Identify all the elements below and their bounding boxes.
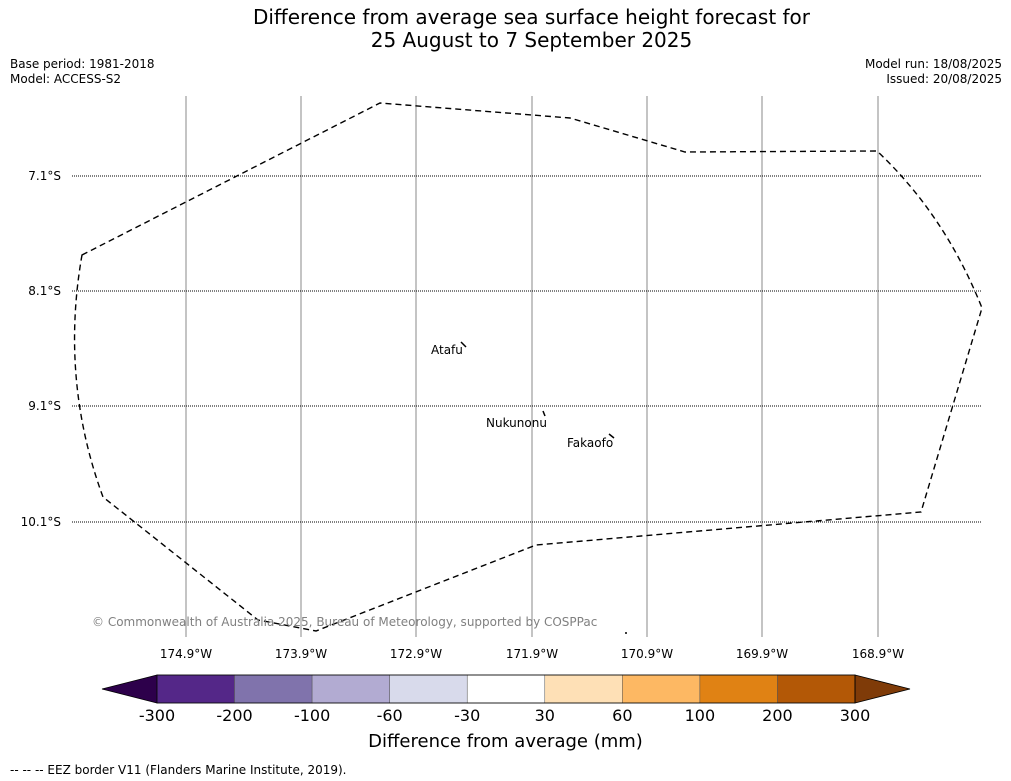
- lon-label-168-9: 168.9°W: [851, 647, 905, 661]
- colorbar-tick-label: 30: [534, 706, 555, 725]
- meta-right: Model run: 18/08/2025 Issued: 20/08/2025: [865, 57, 1002, 87]
- eez-source-note: -- -- -- EEZ border V11 (Flanders Marine…: [10, 763, 347, 777]
- island-label-atafu: Atafu: [431, 343, 463, 357]
- map-title: Difference from average sea surface heig…: [0, 6, 1011, 52]
- colorbar-segment: [466, 674, 546, 704]
- small-islet: [625, 632, 627, 634]
- base-period: Base period: 1981-2018: [10, 57, 155, 71]
- colorbar-segment: [699, 674, 778, 704]
- eez-border: [73, 102, 983, 632]
- colorbar-label: Difference from average (mm): [368, 731, 643, 752]
- lon-label-170-9: 170.9°W: [620, 647, 674, 661]
- colorbar-extend-high: [854, 674, 911, 704]
- colorbar-segment: [544, 674, 623, 704]
- lat-label-9-1: 9.1°S: [28, 399, 61, 413]
- title-line-1: Difference from average sea surface heig…: [252, 5, 811, 29]
- lon-label-173-9: 173.9°W: [274, 647, 328, 661]
- lat-label-8-1: 8.1°S: [28, 284, 61, 298]
- colorbar-segments: [101, 674, 911, 704]
- atafu-outline: [460, 341, 467, 348]
- parallel-lines: [72, 175, 982, 523]
- model-name: Model: ACCESS-S2: [10, 72, 122, 86]
- colorbar-tick-label: 200: [762, 706, 793, 725]
- colorbar-tick-label: 60: [612, 706, 633, 725]
- colorbar-tick-label: -200: [216, 706, 253, 725]
- issued-date: Issued: 20/08/2025: [886, 72, 1002, 86]
- nukunonu-outline: [542, 410, 546, 417]
- colorbar-segment: [156, 674, 235, 704]
- lat-label-7-1: 7.1°S: [28, 169, 61, 183]
- lon-label-171-9: 171.9°W: [505, 647, 559, 661]
- colorbar-tick-label: 100: [684, 706, 716, 725]
- colorbar-tick-label: -300: [138, 706, 176, 725]
- copyright-text: © Commonwealth of Australia 2025, Bureau…: [92, 615, 598, 629]
- colorbar-tick-label: 300: [839, 706, 871, 725]
- lat-label-10-1: 10.1°S: [20, 515, 61, 529]
- colorbar-tick-label: -30: [454, 706, 481, 725]
- colorbar-tick-label: -100: [293, 706, 331, 725]
- lon-label-169-9: 169.9°W: [735, 647, 789, 661]
- colorbar-segment: [777, 674, 856, 704]
- colorbar-segment: [311, 674, 390, 704]
- model-run: Model run: 18/08/2025: [864, 57, 1002, 71]
- colorbar-frame: [156, 674, 856, 704]
- colorbar-extend-low: [101, 674, 158, 704]
- fakaofo-outline: [608, 433, 615, 439]
- colorbar-segment: [389, 674, 468, 704]
- lon-label-172-9: 172.9°W: [389, 647, 443, 661]
- lon-label-174-9: 174.9°W: [159, 647, 213, 661]
- title-line-2: 25 August to 7 September 2025: [370, 28, 693, 52]
- colorbar-segment: [622, 674, 701, 704]
- colorbar-tick-label: -60: [376, 706, 403, 725]
- colorbar-segment: [234, 674, 313, 704]
- island-label-fakaofo: Fakaofo: [567, 436, 614, 450]
- meta-left: Base period: 1981-2018 Model: ACCESS-S2: [10, 57, 155, 87]
- island-label-nukunonu: Nukunonu: [486, 416, 547, 430]
